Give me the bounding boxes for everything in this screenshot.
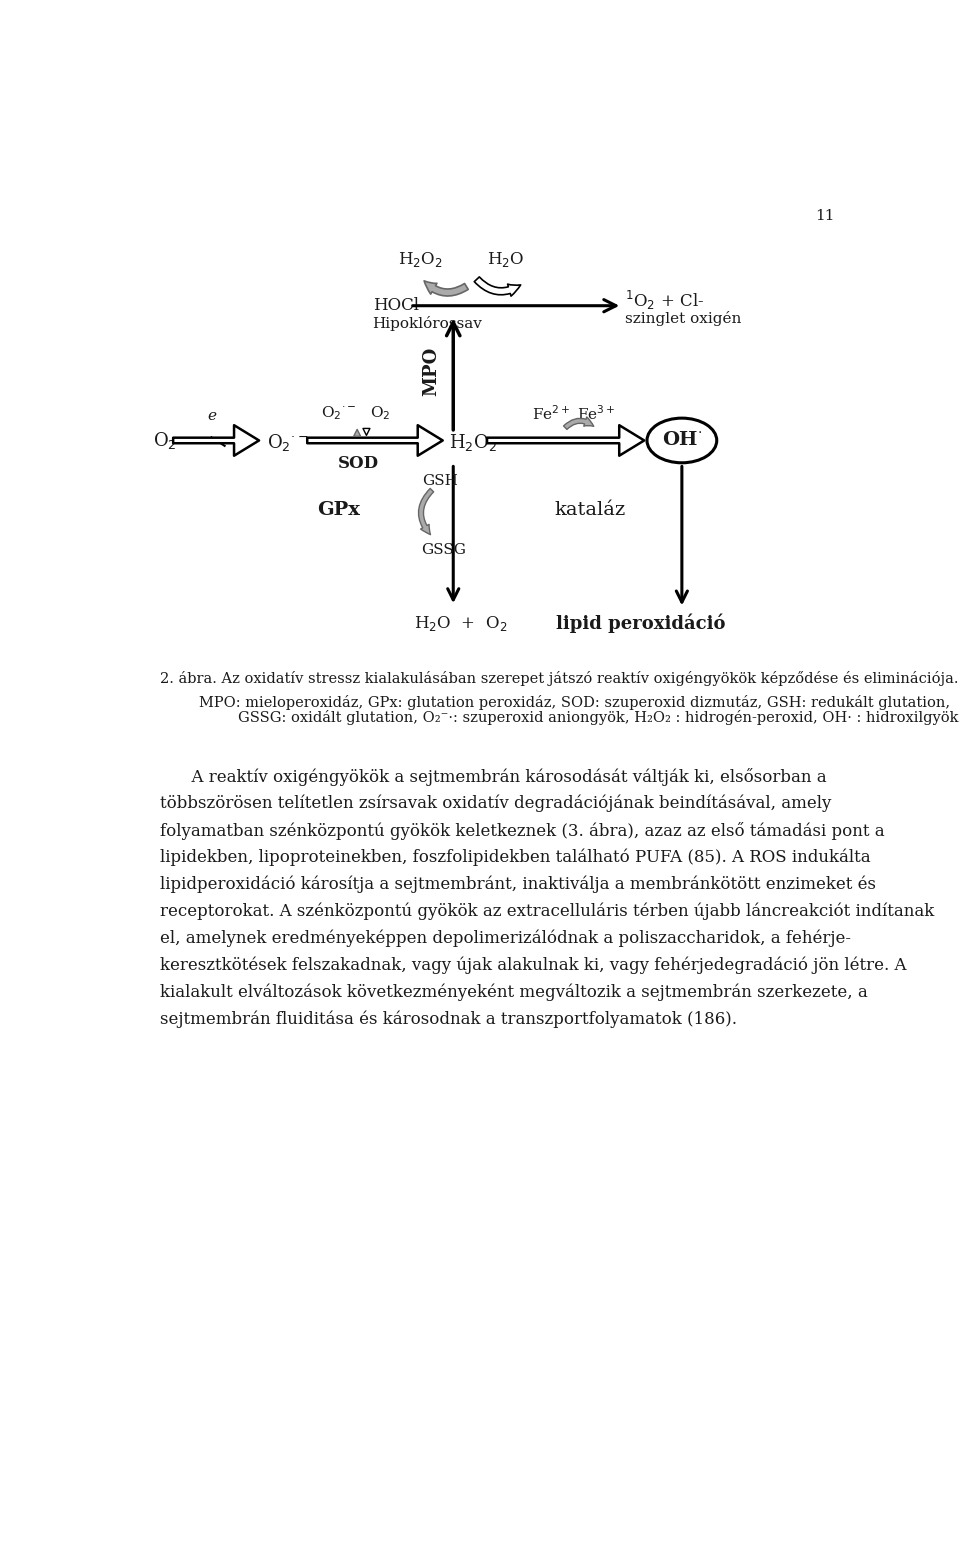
- Text: H$_2$O  +  O$_2$: H$_2$O + O$_2$: [415, 615, 508, 634]
- Text: HOCl: HOCl: [372, 297, 419, 314]
- FancyArrowPatch shape: [353, 429, 361, 436]
- Text: lipidperoxidáció károsítja a sejtmembránt, inaktiválja a membránkötött enzimeket: lipidperoxidáció károsítja a sejtmembrán…: [160, 876, 876, 893]
- FancyArrowPatch shape: [564, 416, 593, 430]
- Text: sejtmembrán fluiditása és károsodnak a transzportfolyamatok (186).: sejtmembrán fluiditása és károsodnak a t…: [160, 1011, 737, 1028]
- Text: lipid peroxidáció: lipid peroxidáció: [556, 613, 725, 634]
- Text: kataláz: kataláz: [554, 500, 625, 519]
- Text: O$_2$$^{·-}$: O$_2$$^{·-}$: [267, 432, 308, 453]
- FancyArrowPatch shape: [424, 281, 468, 297]
- Text: receptorokat. A szénközpontú gyökök az extracelluláris térben újabb láncreakciót: receptorokat. A szénközpontú gyökök az e…: [160, 902, 934, 919]
- Text: MPO: mieloperoxidáz, GPx: glutation peroxidáz, SOD: szuperoxid dizmutáz, GSH: re: MPO: mieloperoxidáz, GPx: glutation pero…: [199, 694, 950, 710]
- Text: keresztkötések felszakadnak, vagy újak alakulnak ki, vagy fehérjedegradáció jön : keresztkötések felszakadnak, vagy újak a…: [160, 957, 907, 974]
- Text: H$_2$O$_2$: H$_2$O$_2$: [448, 432, 496, 453]
- Text: folyamatban szénközpontú gyökök keletkeznek (3. ábra), azaz az első támadási pon: folyamatban szénközpontú gyökök keletkez…: [160, 822, 885, 840]
- FancyArrowPatch shape: [474, 276, 520, 297]
- Text: 2. ábra. Az oxidatív stressz kialakulásában szerepet játszó reaktív oxigéngyökök: 2. ábra. Az oxidatív stressz kialakulásá…: [160, 671, 959, 686]
- Text: H$_2$O$_2$: H$_2$O$_2$: [397, 250, 443, 269]
- Text: Fe$^{3+}$: Fe$^{3+}$: [577, 404, 615, 422]
- Text: H$_2$O: H$_2$O: [487, 250, 524, 269]
- Text: OH$^·$: OH$^·$: [661, 432, 702, 449]
- Text: Hipoklórossav: Hipoklórossav: [372, 315, 483, 331]
- Text: SOD: SOD: [338, 455, 379, 472]
- Text: többszörösen telítetlen zsírsavak oxidatív degradációjának beindításával, amely: többszörösen telítetlen zsírsavak oxidat…: [160, 795, 831, 812]
- Text: e: e: [207, 408, 216, 422]
- Text: O$_2$: O$_2$: [153, 430, 177, 450]
- Text: GSSG: oxidált glutation, O₂⁻·: szuperoxid aniongyök, H₂O₂ : hidrogén-peroxid, OH: GSSG: oxidált glutation, O₂⁻·: szuperoxi…: [238, 710, 960, 725]
- Text: A reaktív oxigéngyökök a sejtmembrán károsodását váltják ki, elsősorban a: A reaktív oxigéngyökök a sejtmembrán kár…: [160, 767, 827, 786]
- Text: lipidekben, lipoproteinekben, foszfolipidekben található PUFA (85). A ROS induká: lipidekben, lipoproteinekben, foszfolipi…: [160, 848, 871, 867]
- Text: szinglet oxigén: szinglet oxigén: [625, 311, 742, 326]
- Text: kialakult elváltozások következményeként megváltozik a sejtmembrán szerkezete, a: kialakult elváltozások következményeként…: [160, 983, 868, 1000]
- Text: O$_2$$^{·-}$: O$_2$$^{·-}$: [321, 405, 356, 422]
- Text: Fe$^{2+}$: Fe$^{2+}$: [532, 404, 570, 422]
- FancyArrowPatch shape: [419, 489, 434, 534]
- FancyArrowPatch shape: [363, 429, 370, 435]
- Text: O$_2$: O$_2$: [371, 405, 391, 422]
- Text: GSSG: GSSG: [420, 544, 466, 558]
- Text: 11: 11: [815, 208, 835, 222]
- Text: GPx: GPx: [318, 500, 361, 519]
- Text: MPO: MPO: [422, 346, 441, 396]
- Text: el, amelynek eredményeképpen depolimerizálódnak a poliszaccharidok, a fehérje-: el, amelynek eredményeképpen depolimeriz…: [160, 929, 852, 947]
- Text: GSH: GSH: [422, 474, 458, 488]
- Text: $^1$O$_2$ + Cl-: $^1$O$_2$ + Cl-: [625, 289, 705, 312]
